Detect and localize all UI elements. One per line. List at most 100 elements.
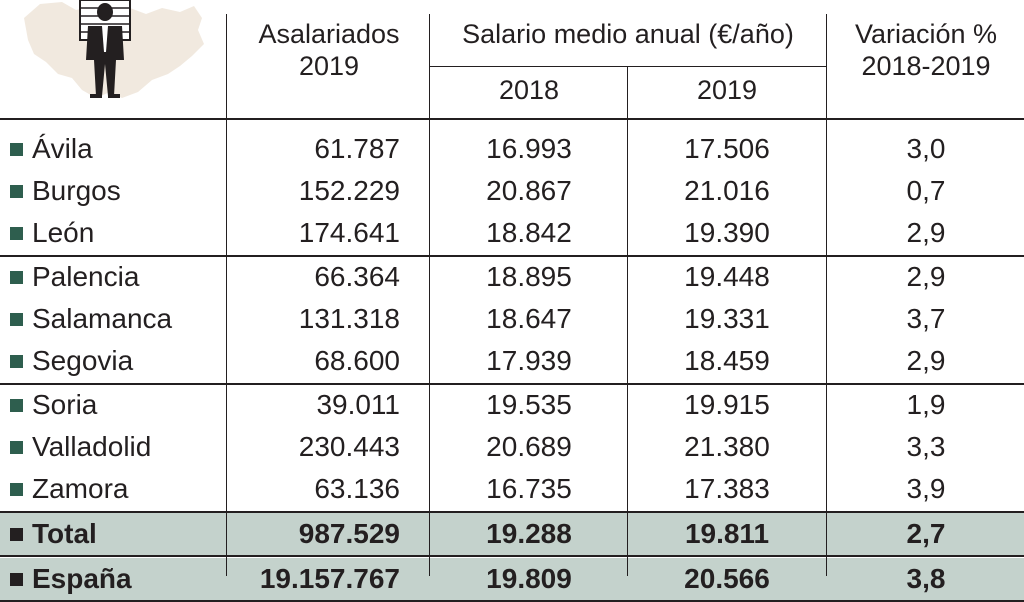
row-name-label: Soria (32, 389, 98, 420)
square-bullet-icon (10, 441, 23, 454)
row-name-label: Ávila (32, 133, 93, 164)
cell-salario-2019: 17.506 (684, 133, 770, 164)
cell-variacion: 3,3 (906, 431, 946, 462)
cell-salario-2018: 16.735 (486, 473, 572, 504)
table-row: León 174.641 18.842 19.390 2,9 (0, 212, 1024, 254)
total-rule (0, 555, 1024, 557)
column-rule (826, 14, 827, 576)
cell-salario-2019: 17.383 (684, 473, 770, 504)
row-name: Palencia (10, 256, 139, 298)
cell-salario-2019: 19.448 (684, 261, 770, 292)
cell-salario-2019: 19.811 (684, 518, 770, 549)
header-bottom-rule (0, 118, 1024, 120)
total-row: España 19.157.767 19.809 20.566 3,8 (0, 558, 1024, 600)
row-name: Segovia (10, 340, 133, 382)
cell-salario-2019: 20.566 (684, 563, 770, 594)
row-name-label: España (32, 563, 132, 594)
row-name-label: Zamora (32, 473, 129, 504)
cell-salario-2018: 16.993 (486, 133, 572, 164)
cell-asalariados: 987.529 (298, 518, 400, 549)
row-name: Burgos (10, 170, 121, 212)
cell-salario-2018: 18.647 (486, 303, 572, 334)
row-name-label: Segovia (32, 345, 134, 376)
cell-asalariados: 63.136 (314, 473, 400, 504)
cell-salario-2019: 21.016 (684, 175, 770, 206)
group-rule (0, 511, 1024, 513)
square-bullet-icon (10, 185, 23, 198)
square-bullet-icon (10, 271, 23, 284)
cell-variacion: 2,7 (906, 518, 946, 549)
cell-salario-2018: 19.535 (486, 389, 572, 420)
header-salario-2019: 2019 (696, 75, 758, 105)
cell-salario-2019: 18.459 (684, 345, 770, 376)
group-rule (0, 383, 1024, 385)
cell-salario-2018: 20.867 (486, 175, 572, 206)
column-rule (429, 14, 430, 576)
header-asalariados-line2: 2019 (298, 51, 360, 81)
cell-variacion: 2,9 (906, 345, 946, 376)
row-name-label: Total (32, 518, 97, 549)
row-name: Salamanca (10, 298, 172, 340)
cell-asalariados: 39.011 (316, 389, 400, 420)
table-row: Segovia 68.600 17.939 18.459 2,9 (0, 340, 1024, 382)
square-bullet-icon (10, 143, 23, 156)
table-row: Valladolid 230.443 20.689 21.380 3,3 (0, 426, 1024, 468)
businessman-icon (86, 3, 124, 98)
header-variacion-line1: Variación % (854, 19, 998, 49)
cell-variacion: 3,9 (906, 473, 946, 504)
row-name-label: Palencia (32, 261, 140, 292)
cell-variacion: 3,7 (906, 303, 946, 334)
cell-variacion: 3,0 (906, 133, 946, 164)
cell-variacion: 0,7 (906, 175, 946, 206)
header-asalariados-line1: Asalariados (258, 19, 400, 49)
cell-asalariados: 61.787 (314, 133, 400, 164)
square-bullet-icon (10, 399, 23, 412)
header-variacion-line2: 2018-2019 (861, 51, 991, 81)
cell-asalariados: 131.318 (298, 303, 400, 334)
cell-salario-2018: 20.689 (486, 431, 572, 462)
header-salario-2018: 2018 (498, 75, 560, 105)
column-rule (226, 14, 227, 576)
row-name-label: Burgos (32, 175, 121, 206)
column-rule (627, 66, 628, 576)
cell-asalariados: 66.364 (314, 261, 400, 292)
cell-salario-2019: 19.390 (684, 217, 770, 248)
cell-asalariados: 174.641 (298, 217, 400, 248)
header-salario-medio: Salario medio anual (€/año) (462, 19, 794, 49)
cell-salario-2019: 21.380 (684, 431, 770, 462)
row-name: Ávila (10, 128, 93, 170)
cell-asalariados: 19.157.767 (259, 563, 400, 594)
cell-asalariados: 230.443 (298, 431, 400, 462)
table-row: Ávila 61.787 16.993 17.506 3,0 (0, 128, 1024, 170)
header-subgroup-rule (430, 66, 826, 67)
square-bullet-icon (10, 528, 23, 541)
cell-salario-2018: 18.895 (486, 261, 572, 292)
cell-asalariados: 152.229 (298, 175, 400, 206)
total-row: Total 987.529 19.288 19.811 2,7 (0, 513, 1024, 555)
table-row: Palencia 66.364 18.895 19.448 2,9 (0, 256, 1024, 298)
cell-salario-2018: 17.939 (486, 345, 572, 376)
group-rule (0, 255, 1024, 257)
cell-salario-2019: 19.915 (684, 389, 770, 420)
row-name: Soria (10, 384, 97, 426)
cell-asalariados: 68.600 (314, 345, 400, 376)
row-name: Total (10, 513, 97, 555)
cell-variacion: 3,8 (906, 563, 946, 594)
table-row: Salamanca 131.318 18.647 19.331 3,7 (0, 298, 1024, 340)
cell-variacion: 1,9 (906, 389, 946, 420)
row-name: Valladolid (10, 426, 151, 468)
cell-variacion: 2,9 (906, 217, 946, 248)
row-name: España (10, 558, 132, 600)
header-variacion: Variación % 2018-2019 (828, 18, 1024, 82)
table-row: Zamora 63.136 16.735 17.383 3,9 (0, 468, 1024, 510)
square-bullet-icon (10, 355, 23, 368)
square-bullet-icon (10, 573, 23, 586)
cell-salario-2018: 19.809 (486, 563, 572, 594)
row-name: Zamora (10, 468, 128, 510)
table-row: Soria 39.011 19.535 19.915 1,9 (0, 384, 1024, 426)
row-name-label: Salamanca (32, 303, 173, 334)
cell-salario-2018: 19.288 (486, 518, 572, 549)
square-bullet-icon (10, 227, 23, 240)
row-name-label: León (32, 217, 95, 248)
